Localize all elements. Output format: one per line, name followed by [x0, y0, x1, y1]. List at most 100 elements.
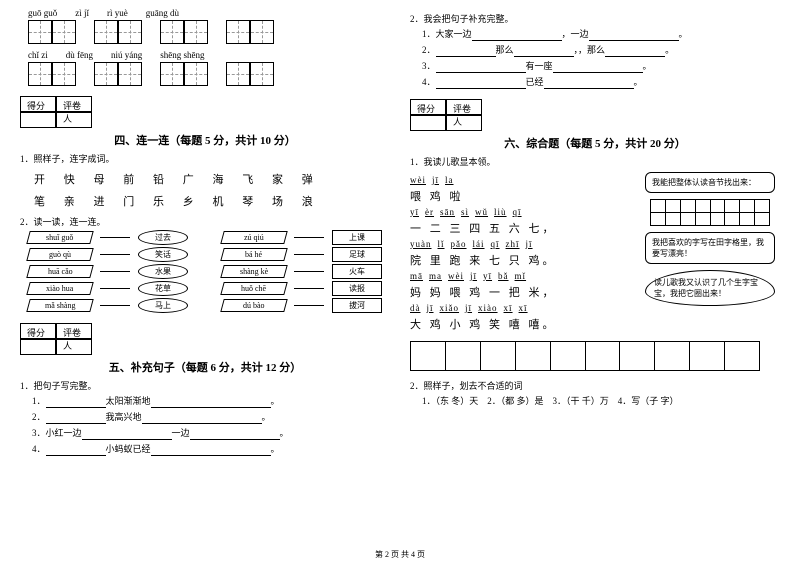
q2-title: 2．我会把句子补充完整。 [410, 12, 780, 25]
match-line[interactable] [294, 237, 324, 238]
blank[interactable] [514, 47, 574, 57]
blank[interactable] [142, 414, 262, 424]
hanzi-oval[interactable]: 水果 [138, 264, 188, 279]
hanzi-rect[interactable]: 足球 [332, 247, 382, 262]
pinyin-box[interactable]: huǒ chē [220, 282, 287, 295]
hanzi-oval[interactable]: 笑话 [138, 247, 188, 262]
poem-pinyin: yīèrsānsìwǔliùqī [410, 207, 630, 217]
section-5-title: 五、补充句子（每题 6 分，共计 12 分） [20, 359, 390, 375]
fill-line: 1．太阳渐渐地。 [32, 394, 390, 408]
blank[interactable] [472, 31, 562, 41]
fill-line: 1．大家一边，一边。 [422, 27, 780, 41]
tian-box[interactable] [52, 20, 76, 44]
pinyin-box[interactable]: shàng kè [220, 265, 287, 278]
match-line[interactable] [100, 271, 130, 272]
side-boxes: 我能把整体认读音节找出来： 我把喜欢的字写在田字格里，我要写漂亮！ 读儿歌我又认… [640, 172, 780, 335]
pinyin-cell: shēng shēng [160, 50, 204, 60]
fill-line: 2．那么，，那么。 [422, 43, 780, 57]
page-container: guō guǒ zì jǐ rì yuè guāng dù chǐ zi dù … [0, 0, 800, 545]
score-value[interactable] [20, 339, 56, 355]
blank[interactable] [589, 31, 679, 41]
tian-box[interactable] [28, 62, 52, 86]
poem-hanzi: 妈 妈 喂 鸡 一 把 米， [410, 284, 630, 300]
pinyin-box[interactable]: mǎ shàng [26, 299, 93, 312]
tian-box[interactable] [160, 62, 184, 86]
bubble-2: 我把喜欢的字写在田字格里，我要写漂亮！ [645, 232, 775, 264]
blank[interactable] [46, 446, 106, 456]
poem-hanzi: 大 鸡 小 鸡 笑 嘻 嘻。 [410, 316, 630, 332]
match-row: xiào hua 花草 huǒ chē 读报 [28, 281, 390, 296]
match-line[interactable] [294, 254, 324, 255]
char-row-1: 开 快 母 前 铅 广 海 飞 家 弹 [34, 171, 390, 187]
blank[interactable] [46, 398, 106, 408]
match-line[interactable] [100, 305, 130, 306]
blank[interactable] [82, 430, 172, 440]
tian-box[interactable] [184, 20, 208, 44]
blank[interactable] [436, 79, 526, 89]
score-box-values [20, 112, 390, 128]
score-box-5: 得分 评卷人 [20, 323, 390, 339]
pinyin-cell: zì jǐ [75, 8, 89, 18]
match-line[interactable] [100, 288, 130, 289]
score-value[interactable] [20, 112, 56, 128]
blank[interactable] [46, 414, 106, 424]
hanzi-rect[interactable]: 火车 [332, 264, 382, 279]
tian-box[interactable] [226, 20, 250, 44]
pinyin-grid[interactable] [650, 199, 770, 226]
tian-box[interactable] [118, 62, 142, 86]
score-box: 得分 评卷人 [20, 96, 390, 112]
tian-box[interactable] [118, 20, 142, 44]
hanzi-rect[interactable]: 拔河 [332, 298, 382, 313]
match-line[interactable] [100, 237, 130, 238]
pinyin-box[interactable]: bá hé [220, 248, 287, 261]
tian-box[interactable] [250, 62, 274, 86]
pinyin-box[interactable]: huā cǎo [26, 265, 93, 278]
tian-box[interactable] [28, 20, 52, 44]
tian-box[interactable] [52, 62, 76, 86]
left-column: guō guǒ zì jǐ rì yuè guāng dù chǐ zi dù … [20, 8, 390, 545]
tian-box[interactable] [226, 62, 250, 86]
section-4-title: 四、连一连（每题 5 分，共计 10 分） [20, 132, 390, 148]
match-line[interactable] [294, 288, 324, 289]
blank[interactable] [436, 63, 526, 73]
hanzi-rect[interactable]: 读报 [332, 281, 382, 296]
tian-box[interactable] [160, 20, 184, 44]
page-footer: 第 2 页 共 4 页 [0, 545, 800, 564]
pinyin-box[interactable]: shuǐ guǒ [26, 231, 93, 244]
marker-value[interactable] [56, 339, 92, 355]
pinyin-box[interactable]: xiào hua [26, 282, 93, 295]
tian-box[interactable] [250, 20, 274, 44]
blank[interactable] [190, 430, 280, 440]
match-line[interactable] [100, 254, 130, 255]
marker-value[interactable] [56, 112, 92, 128]
marker-value[interactable] [446, 115, 482, 131]
tian-box[interactable] [94, 62, 118, 86]
hanzi-oval[interactable]: 马上 [138, 298, 188, 313]
pinyin-box[interactable]: guò qù [26, 248, 93, 261]
blank[interactable] [151, 398, 271, 408]
blank[interactable] [436, 47, 496, 57]
match-line[interactable] [294, 271, 324, 272]
hanzi-rect[interactable]: 上课 [332, 230, 382, 245]
q6-1: 1．我读儿歌显本领。 [410, 155, 780, 168]
marker-label: 评卷人 [446, 99, 482, 115]
hanzi-oval[interactable]: 过去 [138, 230, 188, 245]
q4-2: 2．读一读，连一连。 [20, 215, 390, 228]
pinyin-box[interactable]: zú qiú [220, 231, 287, 244]
blank[interactable] [151, 446, 271, 456]
blank[interactable] [553, 63, 643, 73]
hanzi-oval[interactable]: 花草 [138, 281, 188, 296]
score-value[interactable] [410, 115, 446, 131]
pinyin-row-1: guō guǒ zì jǐ rì yuè guāng dù [28, 8, 390, 18]
match-line[interactable] [294, 305, 324, 306]
score-box-values-6 [410, 115, 780, 131]
fill-line: 3．小红一边一边。 [32, 426, 390, 440]
char-boxes-1 [28, 20, 390, 44]
blank[interactable] [544, 79, 634, 89]
tian-box[interactable] [94, 20, 118, 44]
answer-grid[interactable] [410, 341, 760, 371]
tian-box[interactable] [184, 62, 208, 86]
match-row: guò qù 笑话 bá hé 足球 [28, 247, 390, 262]
blank[interactable] [605, 47, 665, 57]
pinyin-box[interactable]: dú bào [220, 299, 287, 312]
